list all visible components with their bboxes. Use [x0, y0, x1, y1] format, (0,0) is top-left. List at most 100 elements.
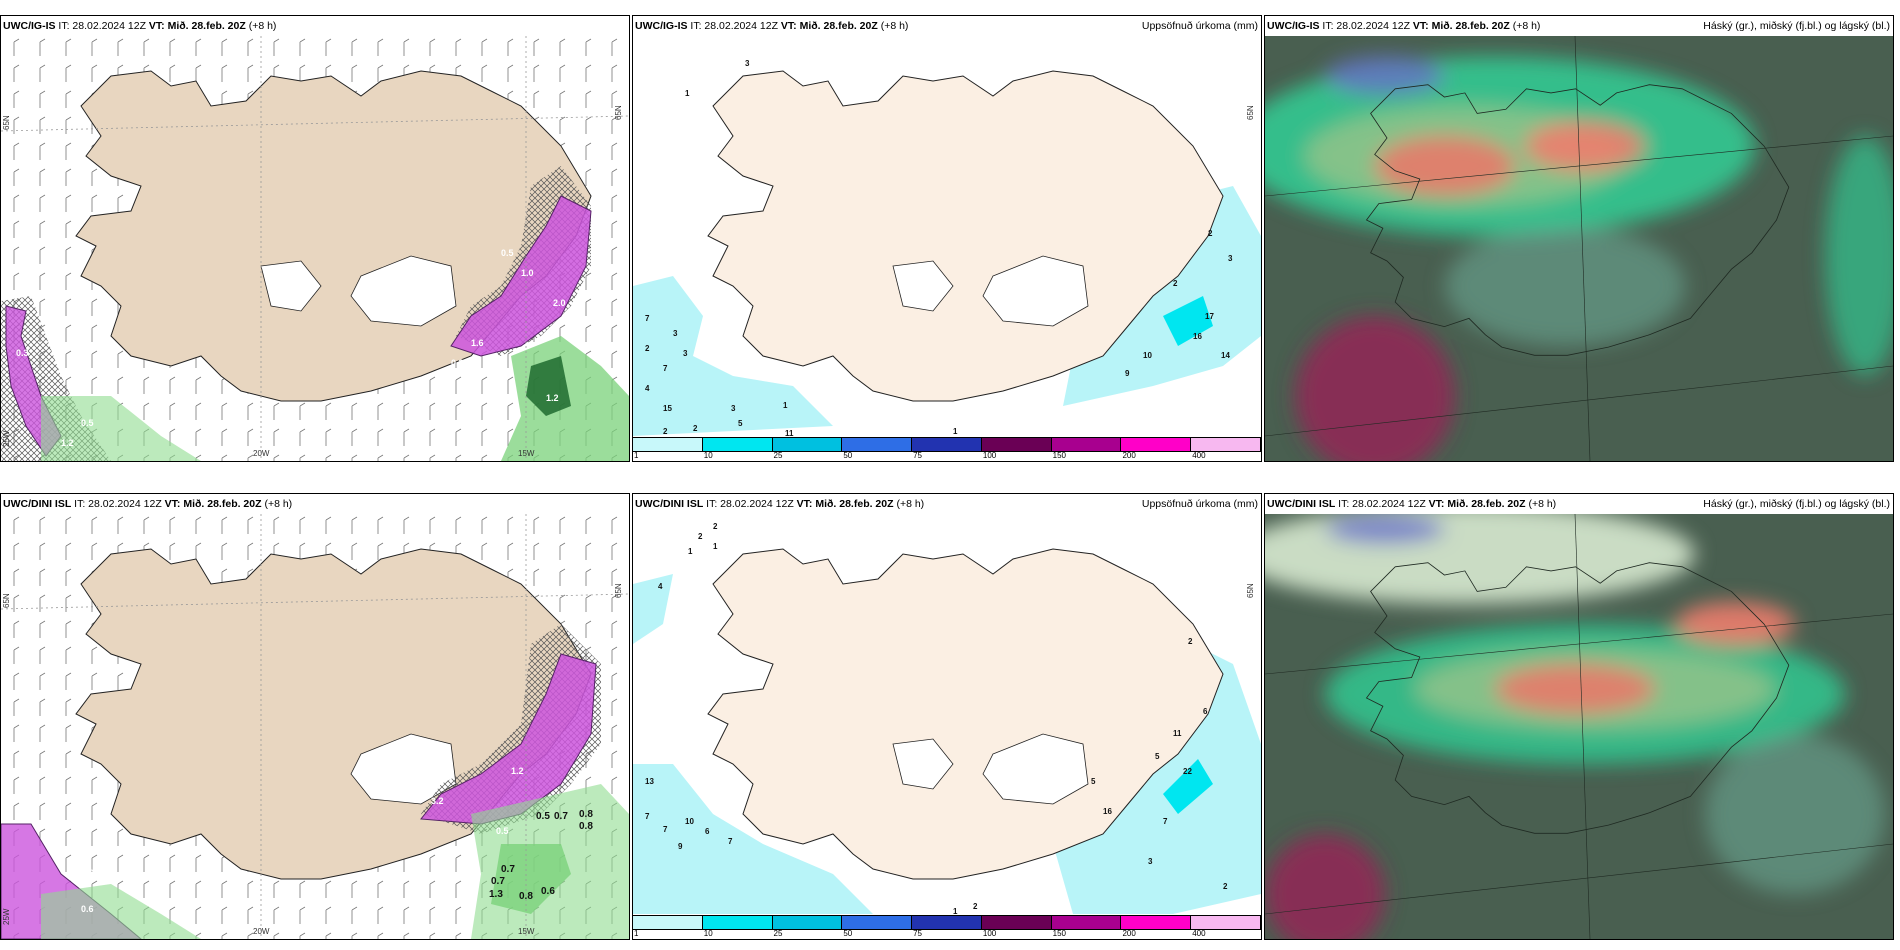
lat-label: 65N — [614, 583, 623, 598]
value-label: 0.7 — [554, 811, 568, 822]
colorbar-labels: 1 10 25 50 75 100 150 200 400 — [633, 451, 1261, 461]
valid-prefix: VT: — [164, 498, 181, 510]
precip-value: 2 — [1208, 229, 1213, 238]
precip-value: 6 — [1203, 707, 1208, 716]
land-mass — [75, 70, 592, 402]
value-label: 0.5 — [496, 826, 509, 836]
precip-value: 7 — [663, 825, 668, 834]
precip-value: 1 — [953, 427, 958, 436]
rain-area — [41, 884, 201, 939]
lat-label: 65N — [2, 115, 11, 130]
panel-igis-precip: UWC/IG-IS IT: 28.02.2024 12Z VT: Mið. 28… — [632, 15, 1262, 462]
colorbar-swatch — [981, 438, 1052, 451]
value-label: 0.4 — [89, 868, 102, 878]
precip-value: 2 — [693, 424, 698, 433]
value-label: 1.2 — [511, 766, 524, 776]
valid-time: Mið. 28.feb. 20Z — [1431, 20, 1510, 32]
precip-value: 15 — [663, 404, 672, 413]
issue-time: IT: 28.02.2024 12Z — [1322, 20, 1410, 32]
panel-header: UWC/IG-IS IT: 28.02.2024 12Z VT: Mið. 28… — [633, 16, 1261, 36]
precip-value: 14 — [1221, 351, 1230, 360]
precip-value: 1 — [783, 401, 788, 410]
precip-area — [633, 764, 873, 914]
precip-value: 7 — [645, 812, 650, 821]
precip-value: 5 — [1091, 777, 1096, 786]
valid-prefix: VT: — [1412, 20, 1429, 32]
value-label: 0.3 — [451, 358, 464, 368]
value-label: 0.7 — [501, 864, 515, 875]
valid-time: Mið. 28.feb. 20Z — [1447, 498, 1526, 510]
colorbar-label: 75 — [913, 929, 923, 938]
colorbar-label: 1 — [634, 451, 639, 460]
colorbar-swatch — [1121, 438, 1192, 451]
lat-label: 65N — [2, 593, 11, 608]
panel-igis-wind: UWC/IG-IS IT: 28.02.2024 12Z VT: Mið. 28… — [0, 15, 630, 462]
precip-value: 7 — [645, 314, 650, 323]
glacier — [350, 255, 457, 327]
panel-header: UWC/IG-IS IT: 28.02.2024 12Z VT: Mið. 28… — [1265, 16, 1893, 36]
precip-value: 3 — [1228, 254, 1233, 263]
colorbar-label: 50 — [843, 451, 853, 460]
colorbar-label: 400 — [1192, 451, 1206, 460]
lead-time: (+8 h) — [880, 20, 909, 32]
panel-header: UWC/DINI ISL IT: 28.02.2024 12Z VT: Mið.… — [633, 494, 1261, 514]
value-label: 0.5 — [536, 811, 550, 822]
colorbar-swatch — [1051, 438, 1122, 451]
precip-value: 3 — [745, 59, 750, 68]
precip-core — [1163, 296, 1213, 346]
lat-label: 65N — [1246, 583, 1255, 598]
precip-value: 9 — [1125, 369, 1130, 378]
value-label: 0.8 — [519, 891, 533, 902]
precip-core — [1163, 759, 1213, 814]
valid-time: Mið. 28.feb. 20Z — [183, 498, 262, 510]
issue-time: IT: 28.02.2024 12Z — [58, 20, 146, 32]
precip-colorbar: 1 10 25 50 75 100 150 200 400 — [633, 437, 1261, 461]
precip-value: 1 — [953, 907, 958, 916]
glacier — [982, 733, 1089, 805]
precip-value: 7 — [663, 364, 668, 373]
model-name: UWC/DINI ISL — [1267, 498, 1336, 510]
colorbar-label: 100 — [982, 451, 997, 460]
precip-value: 6 — [705, 827, 710, 836]
precip-value: 22 — [1183, 767, 1192, 776]
issue-time: IT: 28.02.2024 12Z — [706, 498, 794, 510]
model-name: UWC/DINI ISL — [635, 498, 704, 510]
model-name: UWC/IG-IS — [635, 20, 688, 32]
value-label: 1.6 — [471, 338, 484, 348]
panel-title: Uppsöfnuð úrkoma (mm) — [1141, 498, 1258, 510]
panel-dini-clouds: UWC/DINI ISL IT: 28.02.2024 12Z VT: Mið.… — [1264, 493, 1894, 940]
lead-time: (+8 h) — [896, 498, 925, 510]
panel-title: Háský (gr.), miðský (fj.bl.) og lágský (… — [1703, 20, 1890, 32]
lon-label: 20W — [253, 927, 270, 936]
colorbar-label: 10 — [703, 451, 713, 460]
precip-area — [1063, 186, 1261, 406]
value-label: 0.7 — [491, 876, 505, 887]
glacier — [892, 738, 954, 790]
panel-dini-wind: UWC/DINI ISL IT: 28.02.2024 12Z VT: Mið.… — [0, 493, 630, 940]
glacier — [892, 260, 954, 312]
valid-time: Mið. 28.feb. 20Z — [815, 498, 894, 510]
colorbar-label: 75 — [913, 451, 923, 460]
value-label: 1.2 — [546, 393, 559, 403]
value-label: 1.0 — [521, 268, 534, 278]
snow-area — [420, 653, 597, 825]
lon-label: 15W — [518, 449, 535, 458]
precip-value: 13 — [645, 777, 654, 786]
colorbar-label: 1 — [634, 929, 639, 938]
colorbar-label: 25 — [773, 451, 783, 460]
valid-prefix: VT: — [780, 20, 797, 32]
grid-line — [1265, 613, 1893, 675]
colorbar-label: 200 — [1122, 451, 1136, 460]
precip-area — [633, 574, 673, 644]
colorbar-label: 100 — [982, 929, 997, 938]
issue-time: IT: 28.02.2024 12Z — [1338, 498, 1426, 510]
colorbar-label: 400 — [1192, 929, 1206, 938]
colorbar-label: 25 — [773, 929, 783, 938]
colorbar-swatch — [702, 438, 773, 451]
precip-colorbar: 1 10 25 50 75 100 150 200 400 — [633, 915, 1261, 939]
lon-label: 20W — [253, 449, 270, 458]
lead-time: (+8 h) — [264, 498, 293, 510]
valid-prefix: VT: — [796, 498, 813, 510]
precip-value: 1 — [688, 547, 693, 556]
colorbar-swatch — [912, 916, 982, 929]
